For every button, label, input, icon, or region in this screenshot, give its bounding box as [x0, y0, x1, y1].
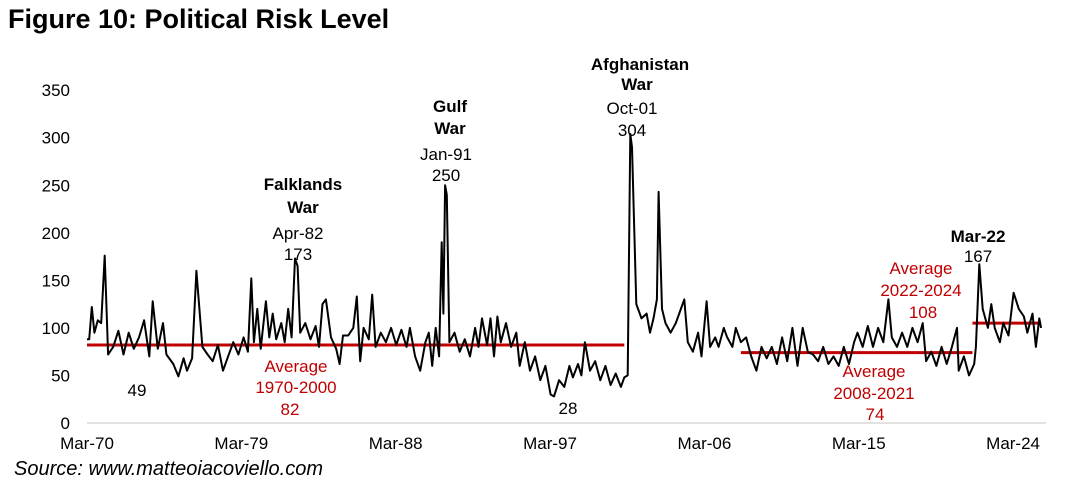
annotation-afghanistan-line1: Afghanistan — [591, 55, 689, 74]
annotation-afghanistan-line2: War — [621, 75, 653, 94]
annotation-gulf-line2: War — [434, 119, 466, 138]
y-tick-label: 200 — [42, 224, 70, 243]
annotation-gulf-line1: Gulf — [433, 97, 467, 116]
y-tick-label: 50 — [51, 366, 70, 385]
annotation-afghanistan-date: Oct-01 — [606, 99, 657, 118]
avg-2008-2021-value: 74 — [866, 405, 885, 424]
annotation-falklands-value: 173 — [284, 245, 312, 264]
avg-1970-2000-label: Average — [264, 357, 327, 376]
annotation-mar22-value: 167 — [964, 247, 992, 266]
y-tick-label: 300 — [42, 129, 70, 148]
x-tick-label: Mar-24 — [986, 434, 1040, 453]
chart-source: Source: www.matteoiacoviello.com — [14, 458, 324, 480]
annotation-gulf-date: Jan-91 — [420, 145, 472, 164]
series-line-political-risk — [87, 132, 1043, 398]
annotation-mar22-date: Mar-22 — [951, 227, 1006, 246]
x-tick-label: Mar-79 — [214, 434, 268, 453]
avg-2022-2024-value: 108 — [909, 303, 937, 322]
x-tick-label: Mar-70 — [60, 434, 114, 453]
annotation-falklands-line2: War — [287, 198, 319, 217]
x-tick-label: Mar-97 — [523, 434, 577, 453]
y-tick-label: 0 — [61, 414, 70, 433]
y-tick-label: 150 — [42, 271, 70, 290]
annotation-falklands-line1: Falklands — [264, 175, 342, 194]
annotation-low-28: 28 — [559, 399, 578, 418]
chart-title: Figure 10: Political Risk Level — [8, 4, 390, 34]
avg-1970-2000-value: 82 — [281, 400, 300, 419]
x-tick-label: Mar-06 — [677, 434, 731, 453]
y-tick-label: 350 — [42, 81, 70, 100]
annotation-gulf-value: 250 — [432, 166, 460, 185]
avg-2008-2021-label: Average — [842, 362, 905, 381]
annotation-low-49: 49 — [128, 381, 147, 400]
x-tick-label: Mar-15 — [832, 434, 886, 453]
x-tick-label: Mar-88 — [369, 434, 423, 453]
y-tick-label: 100 — [42, 319, 70, 338]
avg-2008-2021-period: 2008-2021 — [833, 384, 914, 403]
avg-1970-2000-period: 1970-2000 — [255, 378, 336, 397]
y-tick-label: 250 — [42, 176, 70, 195]
annotation-falklands-date: Apr-82 — [272, 224, 323, 243]
avg-2022-2024-label: Average — [889, 259, 952, 278]
avg-2022-2024-period: 2022-2024 — [880, 281, 961, 300]
annotation-afghanistan-value: 304 — [618, 121, 646, 140]
